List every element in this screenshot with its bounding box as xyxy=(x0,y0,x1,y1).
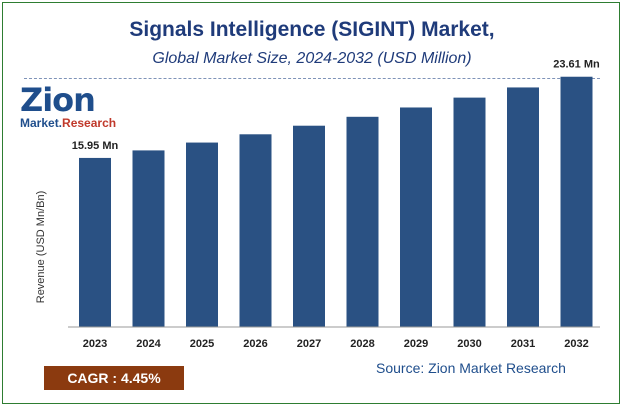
bar-2028 xyxy=(346,116,379,327)
chart-title: Signals Intelligence (SIGINT) Market, xyxy=(129,18,495,41)
title-separator xyxy=(24,78,600,79)
bar-2030 xyxy=(453,97,486,327)
cagr-badge: CAGR : 4.45% xyxy=(44,366,184,390)
x-tick-labels: 2023 2024 2025 2026 2027 2028 2029 2030 2031 2032 xyxy=(83,338,589,350)
bar-2029 xyxy=(400,107,432,327)
x-tick-label-2023: 2023 xyxy=(83,338,107,350)
source-note: Source: Zion Market Research xyxy=(376,360,566,376)
x-tick-label-2025: 2025 xyxy=(190,338,214,350)
bar-2031 xyxy=(507,87,539,327)
x-tick-label-2031: 2031 xyxy=(511,338,535,350)
logo-sub-b: Research xyxy=(62,116,117,130)
x-tick-label-2024: 2024 xyxy=(136,338,161,350)
data-label-2023: 15.95 Mn xyxy=(72,140,119,152)
x-tick-label-2027: 2027 xyxy=(297,338,321,350)
logo-main-text: Zion xyxy=(20,81,96,119)
logo-sub-a: Market. xyxy=(20,116,63,130)
bar-2025 xyxy=(186,142,218,327)
bar-2024 xyxy=(132,150,165,327)
x-tick-label-2028: 2028 xyxy=(350,338,374,350)
x-tick-label-2032: 2032 xyxy=(564,338,588,350)
chart-subtitle: Global Market Size, 2024-2032 (USD Milli… xyxy=(152,50,472,67)
x-tick-label-2030: 2030 xyxy=(457,338,481,350)
logo-sub-text: Market.Research xyxy=(20,116,130,130)
bar-2032 xyxy=(560,76,593,327)
x-tick-label-2026: 2026 xyxy=(243,338,267,350)
bars xyxy=(79,76,593,328)
x-tick-label-2029: 2029 xyxy=(404,338,428,350)
y-axis-label: Revenue (USD Mn/Bn) xyxy=(35,191,47,304)
data-labels: 15.95 Mn 23.61 Mn xyxy=(72,59,600,152)
bar-2027 xyxy=(293,125,325,328)
bar-2026 xyxy=(239,134,272,327)
zion-logo: Zion Market.Research xyxy=(20,84,130,138)
data-label-2032: 23.61 Mn xyxy=(553,59,600,71)
bar-2023 xyxy=(79,157,111,327)
